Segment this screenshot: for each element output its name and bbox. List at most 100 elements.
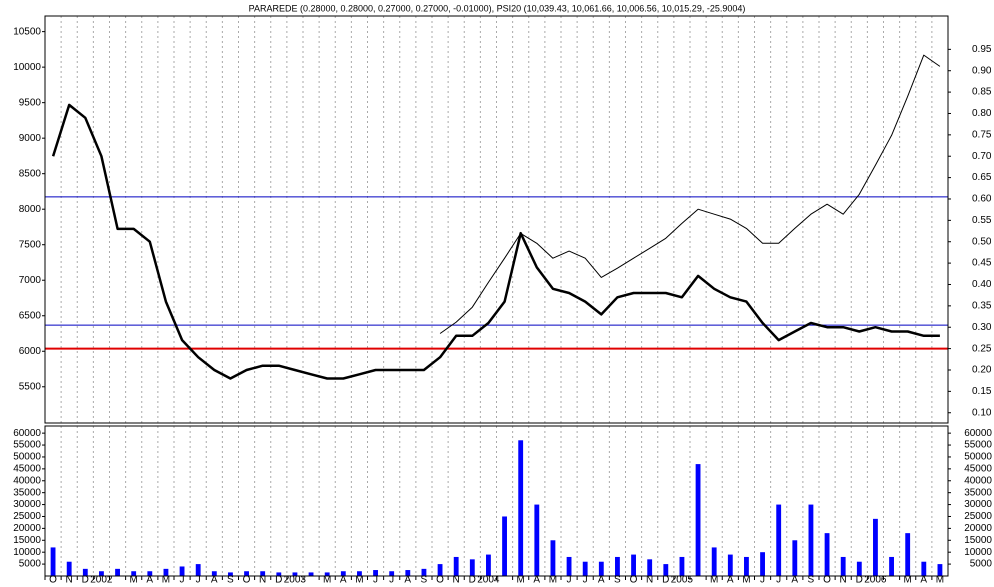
y2-tick-label: 0.10: [972, 407, 992, 418]
volume-bar: [66, 561, 72, 576]
volume-tick-label: 55000: [13, 440, 41, 451]
y-tick-label: 8000: [19, 204, 42, 215]
x-tick-label: O: [436, 575, 444, 586]
x-tick-label: 2002: [90, 575, 113, 586]
y2-tick-label: 0.20: [972, 365, 992, 376]
volume-tick-label: 10000: [13, 547, 41, 558]
y2-tick-label: 0.50: [972, 236, 992, 247]
volume-bar: [115, 568, 120, 576]
volume-bar: [405, 570, 411, 576]
volume-frame: [44, 425, 949, 577]
y2-tick-label: 0.35: [972, 300, 992, 311]
y-tick-label: 7000: [19, 275, 42, 286]
x-tick-label: M: [710, 575, 718, 586]
x-tick-label: N: [259, 575, 266, 586]
x-tick-label: M: [129, 575, 137, 586]
x-tick-label: M: [162, 575, 170, 586]
volume-bar: [453, 556, 459, 576]
y2-tick-label: 0.25: [972, 343, 992, 354]
x-tick-label: S: [421, 575, 428, 586]
y2-tick-label: 0.45: [972, 258, 992, 269]
volume-bar: [889, 556, 894, 576]
price-line: [51, 103, 940, 380]
volume-bar: [244, 571, 249, 576]
volume-bar: [615, 556, 620, 576]
y-tick-label: 6000: [19, 346, 42, 357]
volume-tick-label: 30000: [13, 499, 41, 510]
y2-tick-label: 0.90: [972, 65, 992, 76]
volume-bar: [308, 572, 314, 576]
x-tick-label: J: [180, 575, 185, 586]
volume-bar: [937, 564, 943, 576]
volume-bar: [905, 533, 911, 576]
y-tick-label: 9000: [19, 133, 42, 144]
volume-tick-label: 20000: [964, 523, 992, 534]
x-tick-label: S: [614, 575, 621, 586]
y-tick-label: 10500: [13, 26, 41, 37]
volume-bar: [486, 554, 491, 576]
volume-bar: [921, 561, 927, 576]
volume-bar: [82, 568, 88, 576]
volume-bar: [50, 547, 56, 576]
volume-bar: [598, 561, 604, 576]
volume-tick-label: 15000: [964, 535, 992, 546]
x-tick-label: M: [323, 575, 331, 586]
y-tick-label: 8500: [19, 168, 42, 179]
volume-bar: [582, 561, 588, 576]
volume-tick-label: 45000: [13, 463, 41, 474]
x-tick-label: D: [275, 575, 282, 586]
volume-tick-label: 5000: [19, 559, 42, 570]
x-tick-label: 2004: [477, 575, 500, 586]
y-tick-label: 9500: [19, 97, 42, 108]
x-tick-label: 2005: [671, 575, 694, 586]
volume-bar: [663, 564, 669, 576]
volume-bar: [228, 572, 233, 576]
x-tick-label: A: [340, 575, 347, 586]
y-tick-label: 5500: [19, 381, 42, 392]
price-frame: [44, 15, 949, 424]
volume-bar: [744, 556, 749, 576]
x-tick-label: S: [808, 575, 815, 586]
x-tick-label: O: [630, 575, 638, 586]
volume-bar: [389, 571, 395, 576]
x-tick-label: N: [453, 575, 460, 586]
volume-tick-label: 50000: [964, 452, 992, 463]
volume-bar: [373, 570, 378, 576]
volume-tick-label: 40000: [964, 475, 992, 486]
x-tick-label: J: [567, 575, 572, 586]
volume-tick-label: 20000: [13, 523, 41, 534]
x-tick-label: N: [646, 575, 653, 586]
volume-tick-label: 60000: [964, 428, 992, 439]
x-tick-label: J: [776, 575, 781, 586]
y2-tick-label: 0.40: [972, 279, 992, 290]
x-tick-label: O: [49, 575, 57, 586]
x-tick-label: D: [469, 575, 476, 586]
volume-bar: [518, 440, 524, 576]
volume-bar: [131, 571, 137, 576]
y2-tick-label: 0.55: [972, 215, 992, 226]
y-tick-label: 7500: [19, 239, 42, 250]
volume-bar: [840, 556, 846, 576]
x-tick-label: A: [533, 575, 540, 586]
volume-tick-label: 35000: [964, 487, 992, 498]
volume-tick-label: 5000: [970, 559, 993, 570]
x-tick-label: N: [66, 575, 73, 586]
price-line: [439, 54, 941, 334]
volume-bar: [147, 571, 153, 576]
x-tick-label: O: [243, 575, 251, 586]
volume-bar: [276, 572, 282, 576]
x-tick-label: 2003: [284, 575, 307, 586]
y-tick-label: 10000: [13, 62, 41, 73]
volume-bar: [792, 540, 798, 576]
volume-bar: [566, 556, 572, 576]
x-tick-label: J: [373, 575, 378, 586]
x-tick-label: 2006: [864, 575, 887, 586]
volume-bar: [824, 533, 830, 576]
volume-tick-label: 45000: [964, 463, 992, 474]
volume-bar: [550, 540, 556, 576]
y2-tick-label: 0.30: [972, 322, 992, 333]
volume-tick-label: 50000: [13, 452, 41, 463]
volume-bar: [421, 568, 427, 576]
x-tick-label: M: [355, 575, 363, 586]
